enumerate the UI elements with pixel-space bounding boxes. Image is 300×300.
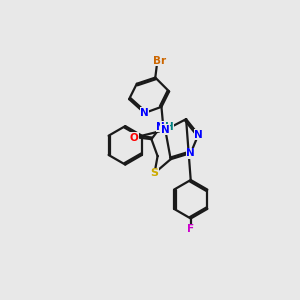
- Text: F: F: [187, 224, 194, 234]
- Text: Br: Br: [153, 56, 166, 66]
- Text: H: H: [165, 122, 173, 132]
- Text: S: S: [151, 168, 158, 178]
- Text: N: N: [186, 148, 195, 158]
- Text: N: N: [156, 122, 165, 132]
- Text: O: O: [129, 133, 138, 142]
- Text: N: N: [194, 130, 203, 140]
- Text: N: N: [161, 125, 170, 135]
- Text: N: N: [140, 108, 149, 118]
